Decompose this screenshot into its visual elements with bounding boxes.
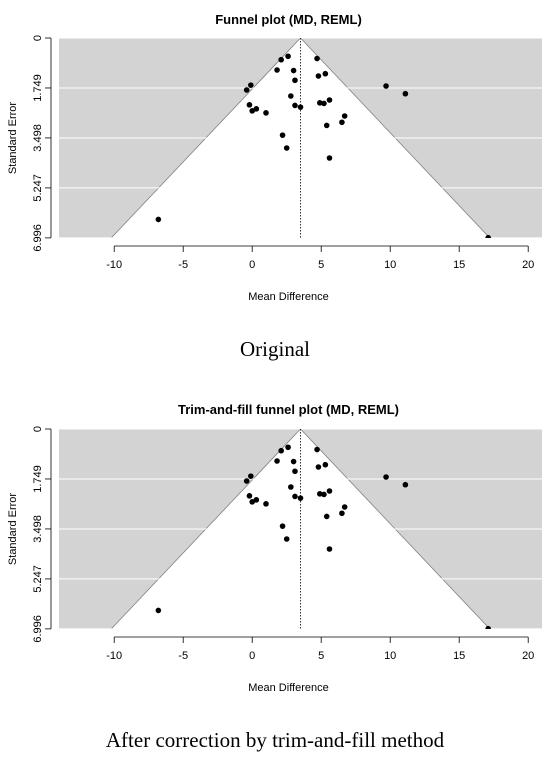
data-point-7 bbox=[292, 493, 298, 500]
figure-caption: After correction by trim-and-fill method bbox=[106, 728, 445, 752]
data-point-19 bbox=[283, 536, 290, 542]
data-point-8 bbox=[297, 104, 304, 110]
data-point-4 bbox=[290, 67, 297, 74]
data-point-29 bbox=[155, 216, 162, 223]
x-tick-label: 20 bbox=[522, 259, 534, 271]
x-axis-label: Mean Difference bbox=[248, 291, 329, 303]
data-point-16 bbox=[339, 119, 345, 126]
y-axis-label: Standard Error bbox=[7, 102, 19, 174]
data-point-20 bbox=[326, 546, 333, 552]
data-point-5 bbox=[292, 468, 298, 475]
data-point-25 bbox=[253, 106, 260, 112]
data-point-6 bbox=[288, 484, 294, 490]
data-point-14 bbox=[326, 97, 333, 103]
data-point-4 bbox=[290, 458, 297, 465]
x-tick-label: 10 bbox=[384, 259, 396, 271]
data-point-18 bbox=[279, 523, 286, 529]
data-point-26 bbox=[263, 501, 269, 507]
figure-caption: Original bbox=[240, 337, 310, 361]
data-point-10 bbox=[315, 73, 322, 79]
chart-panel-2: Trim-and-fill funnel plot (MD, REML) -10 -… bbox=[7, 402, 542, 752]
y-tick-label: 5.247 bbox=[32, 565, 44, 593]
data-point-18 bbox=[279, 132, 286, 138]
data-point-11 bbox=[322, 461, 329, 468]
y-tick-label: 0 bbox=[32, 426, 44, 432]
x-tick-label: 0 bbox=[249, 650, 255, 662]
data-point-1 bbox=[274, 67, 280, 73]
data-point-13 bbox=[321, 491, 327, 498]
x-tick-label: -10 bbox=[106, 259, 122, 271]
y-tick-label: 0 bbox=[32, 35, 44, 41]
data-point-12 bbox=[317, 491, 323, 497]
plot-area bbox=[59, 38, 542, 238]
data-point-28 bbox=[402, 90, 409, 97]
y-tick-label: 1.749 bbox=[32, 74, 44, 102]
data-point-7 bbox=[292, 102, 298, 109]
data-point-29 bbox=[155, 607, 162, 614]
y-tick-label: 6.996 bbox=[32, 224, 44, 252]
data-point-1 bbox=[274, 458, 280, 464]
data-point-30 bbox=[485, 234, 491, 238]
data-point-27 bbox=[383, 83, 389, 89]
y-tick-label: 6.996 bbox=[32, 615, 44, 643]
data-point-21 bbox=[243, 87, 250, 93]
data-point-9 bbox=[314, 446, 320, 453]
chart-title: Funnel plot (MD, REML) bbox=[215, 12, 362, 27]
x-tick-label: 15 bbox=[453, 650, 465, 662]
data-point-2 bbox=[278, 56, 284, 63]
data-point-17 bbox=[341, 504, 348, 510]
y-tick-label: 1.749 bbox=[32, 465, 44, 493]
data-point-11 bbox=[322, 70, 329, 77]
chart-title: Trim-and-fill funnel plot (MD, REML) bbox=[178, 402, 399, 417]
x-tick-label: 20 bbox=[522, 650, 534, 662]
data-point-12 bbox=[317, 100, 323, 106]
data-point-3 bbox=[285, 53, 291, 60]
data-point-24 bbox=[249, 499, 255, 505]
x-tick-label: 5 bbox=[318, 259, 324, 271]
x-tick-label: -10 bbox=[106, 650, 122, 662]
x-tick-label: -5 bbox=[178, 650, 188, 662]
data-point-6 bbox=[288, 93, 294, 99]
data-point-26 bbox=[263, 110, 269, 116]
data-point-19 bbox=[283, 145, 290, 151]
data-point-22 bbox=[248, 82, 254, 88]
data-point-28 bbox=[402, 481, 409, 488]
data-point-13 bbox=[321, 100, 327, 107]
data-point-9 bbox=[314, 55, 320, 62]
x-tick-label: -5 bbox=[178, 259, 188, 271]
data-point-22 bbox=[248, 473, 254, 479]
data-point-27 bbox=[383, 474, 389, 480]
data-point-17 bbox=[341, 113, 348, 119]
x-tick-label: 0 bbox=[249, 259, 255, 271]
data-point-8 bbox=[297, 495, 304, 501]
data-point-10 bbox=[315, 464, 322, 470]
data-point-23 bbox=[246, 493, 253, 499]
data-point-23 bbox=[246, 102, 253, 108]
plot-area bbox=[59, 429, 542, 629]
chart-panel-1: Funnel plot (MD, REML) -10 -5 0 5 10 15 20 Mean … bbox=[7, 12, 542, 361]
data-point-16 bbox=[339, 510, 345, 517]
y-tick-label: 3.498 bbox=[32, 124, 44, 152]
x-tick-label: 15 bbox=[453, 259, 465, 271]
x-tick-label: 5 bbox=[318, 650, 324, 662]
data-point-2 bbox=[278, 447, 284, 454]
y-tick-label: 5.247 bbox=[32, 174, 44, 202]
x-tick-label: 10 bbox=[384, 650, 396, 662]
data-point-30 bbox=[485, 625, 491, 629]
data-point-3 bbox=[285, 444, 291, 451]
y-axis-label: Standard Error bbox=[7, 493, 19, 565]
y-tick-label: 3.498 bbox=[32, 515, 44, 543]
data-point-15 bbox=[323, 122, 330, 129]
data-point-25 bbox=[253, 497, 260, 503]
data-point-20 bbox=[326, 155, 333, 161]
data-point-24 bbox=[249, 108, 255, 114]
data-point-14 bbox=[326, 488, 333, 494]
x-axis-label: Mean Difference bbox=[248, 682, 329, 694]
data-point-5 bbox=[292, 77, 298, 84]
data-point-21 bbox=[243, 478, 250, 484]
data-point-15 bbox=[323, 513, 330, 520]
